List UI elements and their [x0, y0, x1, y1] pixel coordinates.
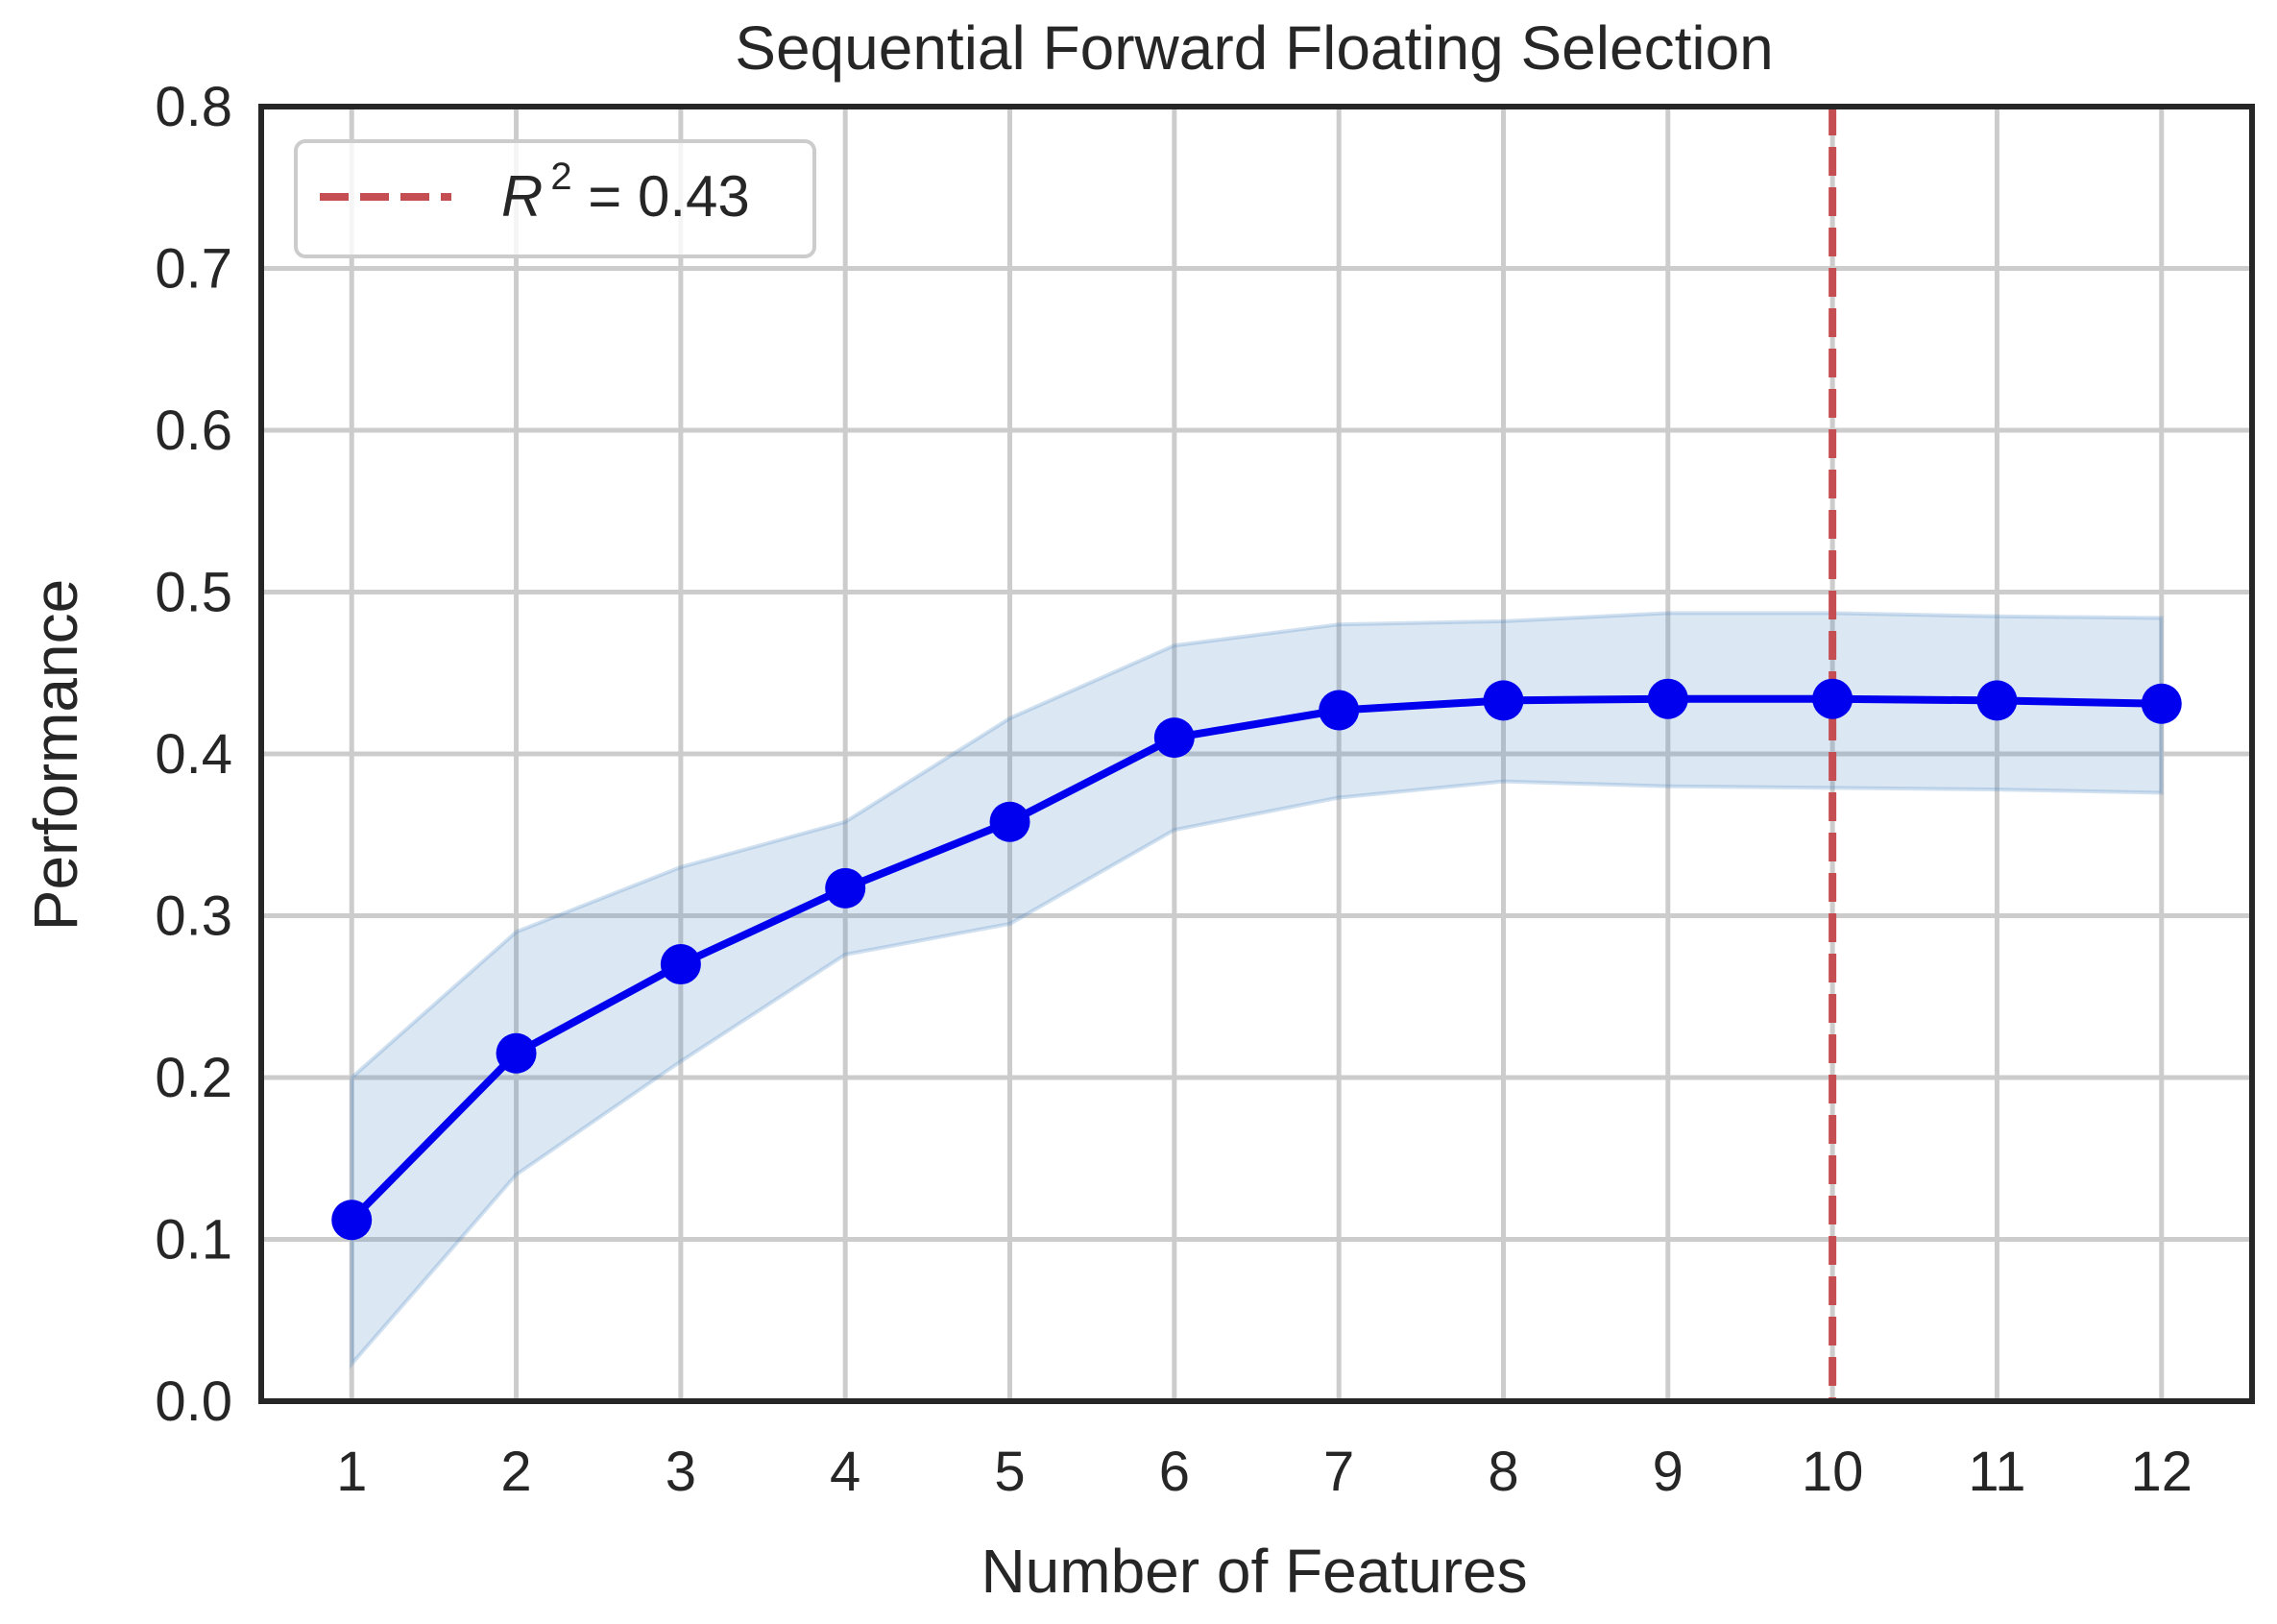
legend-label-var: R [501, 164, 543, 229]
x-axis-label: Number of Features [981, 1537, 1527, 1606]
legend-label-sup: 2 [550, 156, 571, 198]
x-tick-label: 1 [336, 1441, 367, 1503]
x-tick-label: 2 [500, 1441, 531, 1503]
confidence-band [350, 611, 2164, 1369]
y-tick-label: 0.7 [155, 238, 232, 301]
data-point [2141, 683, 2182, 724]
y-tick-label: 0.1 [155, 1209, 232, 1272]
x-tick-label: 3 [666, 1441, 696, 1503]
data-point [825, 867, 866, 909]
series-line [349, 694, 2162, 1224]
y-tick-labels: 0.0 0.1 0.2 0.3 0.4 0.5 0.6 0.7 0.8 [155, 76, 232, 1433]
y-tick-label: 0.2 [155, 1047, 232, 1109]
y-tick-label: 0.8 [155, 76, 232, 138]
grid [261, 104, 2252, 1404]
y-tick-label: 0.4 [155, 723, 232, 786]
y-tick-label: 0.3 [155, 885, 232, 948]
legend-box [294, 139, 816, 258]
x-tick-label: 10 [1802, 1441, 1864, 1503]
x-tick-label: 9 [1653, 1441, 1684, 1503]
confidence-band-layer [350, 611, 2164, 1369]
y-tick-label: 0.5 [155, 562, 232, 624]
data-point [660, 944, 701, 985]
data-point [331, 1200, 373, 1241]
chart-title: Sequential Forward Floating Selection [735, 13, 1774, 83]
x-tick-label: 5 [994, 1441, 1025, 1503]
data-point [496, 1032, 537, 1074]
y-axis-label: Performance [21, 579, 90, 931]
plot-frame [258, 104, 2255, 1404]
legend-label-rest: = 0.43 [572, 164, 750, 229]
x-tick-labels: 1 2 3 4 5 6 7 8 9 10 11 12 [336, 1441, 2192, 1503]
x-tick-label: 6 [1159, 1441, 1190, 1503]
series-layer [331, 678, 2182, 1241]
x-tick-label: 7 [1323, 1441, 1354, 1503]
x-tick-label: 11 [1968, 1441, 2025, 1503]
x-tick-label: 8 [1488, 1441, 1518, 1503]
data-point [1976, 680, 2018, 721]
x-tick-label: 12 [2131, 1441, 2193, 1503]
data-point [1483, 680, 1524, 721]
data-point [1153, 717, 1195, 759]
x-tick-label: 4 [830, 1441, 860, 1503]
y-tick-label: 0.0 [155, 1370, 232, 1433]
data-point [1647, 678, 1688, 719]
y-tick-label: 0.6 [155, 400, 232, 462]
data-point [989, 801, 1030, 842]
data-point [1812, 678, 1853, 719]
data-point [1319, 690, 1360, 731]
